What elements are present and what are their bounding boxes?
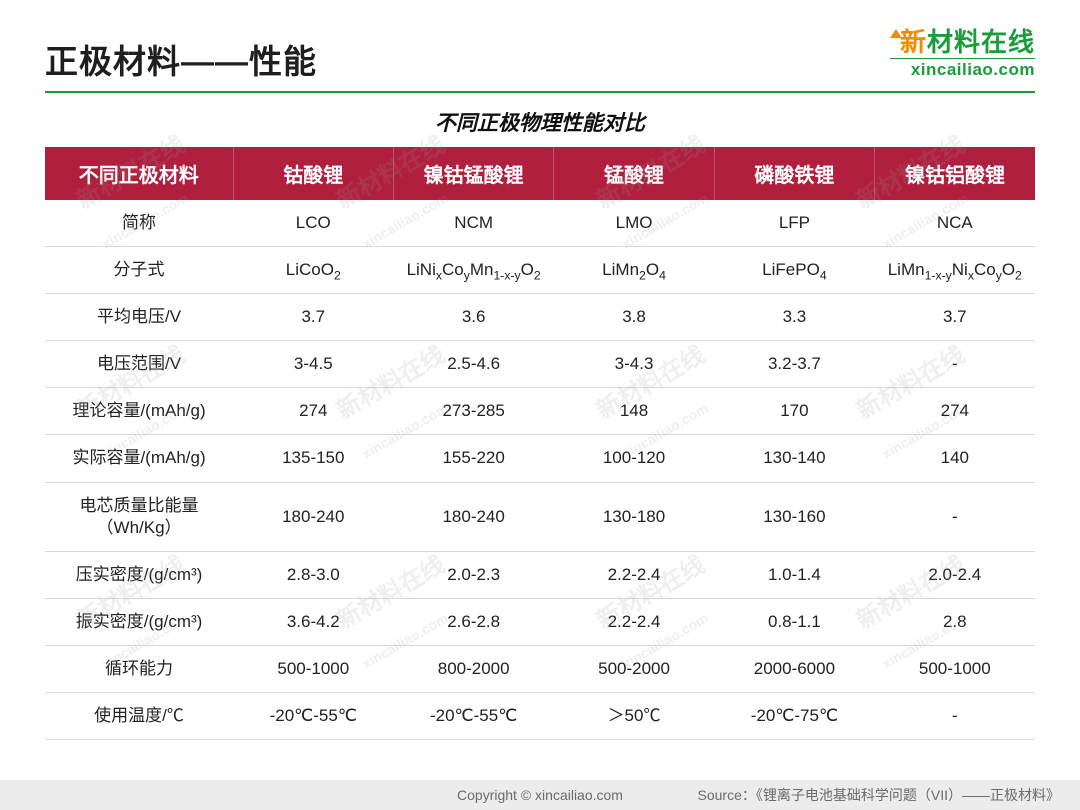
table-header-row: 不同正极材料钴酸锂镍钴锰酸锂锰酸锂磷酸铁锂镍钴铝酸锂 — [45, 147, 1035, 200]
table-cell: 273-285 — [393, 388, 553, 435]
row-label-cell: 压实密度/(g/cm³) — [45, 551, 233, 598]
table-header-cell: 磷酸铁锂 — [714, 147, 874, 200]
table-cell: 500-2000 — [554, 645, 714, 692]
footer: Copyright © xincailiao.com Source：《锂离子电池… — [0, 780, 1080, 810]
page-title: 正极材料——性能 — [45, 35, 1035, 83]
table-cell: 500-1000 — [233, 645, 393, 692]
table-cell: 140 — [875, 435, 1035, 482]
table-cell: - — [875, 482, 1035, 551]
table-row: 分子式LiCoO2LiNixCoyMn1-x-yO2LiMn2O4LiFePO4… — [45, 247, 1035, 294]
row-label-cell: 振实密度/(g/cm³) — [45, 598, 233, 645]
table-cell: 3.7 — [875, 294, 1035, 341]
comparison-table: 不同正极材料钴酸锂镍钴锰酸锂锰酸锂磷酸铁锂镍钴铝酸锂 简称LCONCMLMOLF… — [45, 147, 1035, 740]
table-cell: 2.0-2.4 — [875, 551, 1035, 598]
table-cell: LiFePO4 — [714, 247, 874, 294]
table-row: 实际容量/(mAh/g)135-150155-220100-120130-140… — [45, 435, 1035, 482]
logo-line2: xincailiao.com — [890, 58, 1035, 80]
table-row: 电芯质量比能量（Wh/Kg）180-240180-240130-180130-1… — [45, 482, 1035, 551]
table-cell: LiMn2O4 — [554, 247, 714, 294]
table-cell: 3-4.5 — [233, 341, 393, 388]
table-cell: 1.0-1.4 — [714, 551, 874, 598]
slide: 正极材料——性能 新材料在线 xincailiao.com 不同正极物理性能对比… — [0, 0, 1080, 810]
brand-logo: 新材料在线 xincailiao.com — [890, 29, 1035, 80]
table-body: 简称LCONCMLMOLFPNCA分子式LiCoO2LiNixCoyMn1-x-… — [45, 200, 1035, 740]
table-cell: -20℃-55℃ — [233, 693, 393, 740]
table-cell: 180-240 — [233, 482, 393, 551]
table-cell: 2.5-4.6 — [393, 341, 553, 388]
table-cell: NCA — [875, 200, 1035, 247]
row-label-cell: 简称 — [45, 200, 233, 247]
table-cell: 3-4.3 — [554, 341, 714, 388]
table-row: 振实密度/(g/cm³)3.6-4.22.6-2.82.2-2.40.8-1.1… — [45, 598, 1035, 645]
table-cell: 130-140 — [714, 435, 874, 482]
table-cell: 2000-6000 — [714, 645, 874, 692]
table-row: 简称LCONCMLMOLFPNCA — [45, 200, 1035, 247]
row-label-cell: 电芯质量比能量（Wh/Kg） — [45, 482, 233, 551]
table-cell: 274 — [233, 388, 393, 435]
table-cell: - — [875, 693, 1035, 740]
table-cell: ＞50℃ — [554, 693, 714, 740]
table-cell: 2.8 — [875, 598, 1035, 645]
table-cell: 3.8 — [554, 294, 714, 341]
table-row: 平均电压/V3.73.63.83.33.7 — [45, 294, 1035, 341]
row-label-cell: 循环能力 — [45, 645, 233, 692]
logo-line1: 新材料在线 — [890, 29, 1035, 56]
table-header-cell: 镍钴锰酸锂 — [393, 147, 553, 200]
table-header-cell: 锰酸锂 — [554, 147, 714, 200]
table-cell: 2.6-2.8 — [393, 598, 553, 645]
table-row: 使用温度/℃-20℃-55℃-20℃-55℃＞50℃-20℃-75℃- — [45, 693, 1035, 740]
table-cell: 3.7 — [233, 294, 393, 341]
row-label-cell: 实际容量/(mAh/g) — [45, 435, 233, 482]
table-cell: 274 — [875, 388, 1035, 435]
table-cell: LFP — [714, 200, 874, 247]
table-cell: 2.8-3.0 — [233, 551, 393, 598]
table-header-cell: 不同正极材料 — [45, 147, 233, 200]
table-cell: 2.2-2.4 — [554, 598, 714, 645]
table-cell: 3.3 — [714, 294, 874, 341]
table-cell: -20℃-55℃ — [393, 693, 553, 740]
table-cell: 2.0-2.3 — [393, 551, 553, 598]
table-cell: LMO — [554, 200, 714, 247]
table-row: 理论容量/(mAh/g)274273-285148170274 — [45, 388, 1035, 435]
table-cell: 0.8-1.1 — [714, 598, 874, 645]
table-cell: LCO — [233, 200, 393, 247]
row-label-cell: 电压范围/V — [45, 341, 233, 388]
table-row: 压实密度/(g/cm³)2.8-3.02.0-2.32.2-2.41.0-1.4… — [45, 551, 1035, 598]
table-cell: LiNixCoyMn1-x-yO2 — [393, 247, 553, 294]
table-cell: 155-220 — [393, 435, 553, 482]
table-cell: 3.6-4.2 — [233, 598, 393, 645]
row-label-cell: 使用温度/℃ — [45, 693, 233, 740]
table-cell: 135-150 — [233, 435, 393, 482]
row-label-cell: 分子式 — [45, 247, 233, 294]
table-header-cell: 钴酸锂 — [233, 147, 393, 200]
table-cell: 3.2-3.7 — [714, 341, 874, 388]
table-cell: 130-160 — [714, 482, 874, 551]
table-cell: 170 — [714, 388, 874, 435]
footer-source: Source：《锂离子电池基础科学问题（VII）——正极材料》 — [698, 785, 1060, 805]
table-header-cell: 镍钴铝酸锂 — [875, 147, 1035, 200]
table-cell: 800-2000 — [393, 645, 553, 692]
footer-copyright: Copyright © xincailiao.com — [457, 787, 623, 803]
table-cell: 500-1000 — [875, 645, 1035, 692]
table-cell: 2.2-2.4 — [554, 551, 714, 598]
table-cell: - — [875, 341, 1035, 388]
table-cell: 100-120 — [554, 435, 714, 482]
table-cell: LiMn1-x-yNixCoyO2 — [875, 247, 1035, 294]
table-cell: LiCoO2 — [233, 247, 393, 294]
header: 正极材料——性能 新材料在线 xincailiao.com — [45, 35, 1035, 93]
row-label-cell: 平均电压/V — [45, 294, 233, 341]
table-cell: 180-240 — [393, 482, 553, 551]
table-cell: -20℃-75℃ — [714, 693, 874, 740]
table-cell: 3.6 — [393, 294, 553, 341]
table-title: 不同正极物理性能对比 — [45, 107, 1035, 137]
table-cell: 148 — [554, 388, 714, 435]
table-cell: NCM — [393, 200, 553, 247]
table-cell: 130-180 — [554, 482, 714, 551]
row-label-cell: 理论容量/(mAh/g) — [45, 388, 233, 435]
table-row: 循环能力500-1000800-2000500-20002000-6000500… — [45, 645, 1035, 692]
table-row: 电压范围/V3-4.52.5-4.63-4.33.2-3.7- — [45, 341, 1035, 388]
